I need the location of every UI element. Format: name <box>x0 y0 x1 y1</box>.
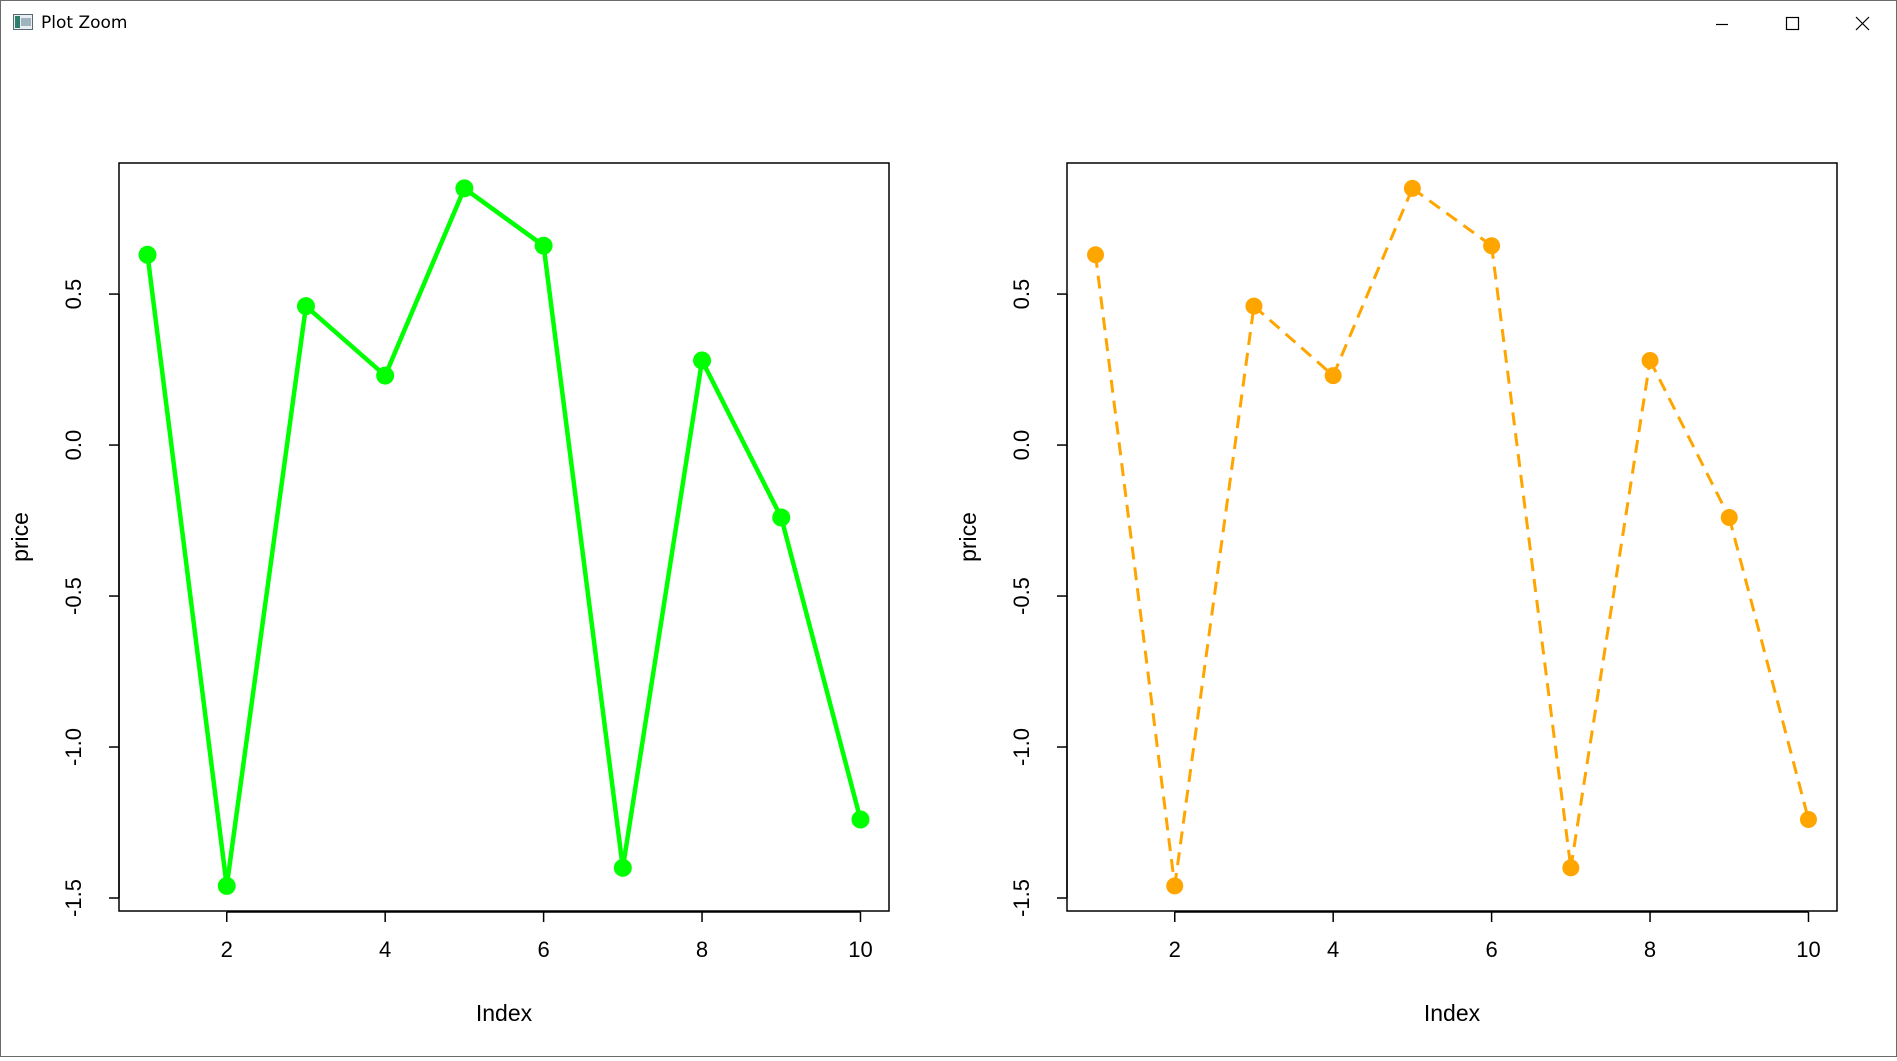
series-line-segment <box>463 186 545 248</box>
data-point <box>693 351 712 370</box>
series-line-segment <box>779 516 863 821</box>
y-tick-label: -1.5 <box>1009 879 1034 917</box>
series-line-segment <box>383 187 467 377</box>
data-point <box>455 179 474 198</box>
title-bar[interactable]: Plot Zoom <box>1 1 1896 46</box>
x-tick-label: 2 <box>221 937 233 962</box>
x-axis: 2 4 6 8 10 <box>1169 911 1821 962</box>
close-icon <box>1855 16 1870 31</box>
plots-canvas: Index price 2 4 6 8 10 -1.5 -1.0 -0.5 0.0 0.5 In… <box>7 162 1838 1026</box>
x-tick-label: 6 <box>537 937 549 962</box>
y-axis: -1.5 -1.0 -0.5 0.0 0.5 <box>1009 279 1068 917</box>
y-tick-label: -1.0 <box>61 728 86 766</box>
series-line-segment <box>224 305 309 887</box>
series-line-segment <box>1331 187 1414 377</box>
plot-panel-2: Index price 2 4 6 8 10 -1.5 -1.0 -0.5 0.0 0.5 <box>955 162 1838 1026</box>
plot-frame <box>1066 162 1838 912</box>
y-tick-label: 0.5 <box>1009 279 1034 310</box>
y-tick-label: -0.5 <box>61 577 86 615</box>
x-tick-label: 8 <box>1644 937 1656 962</box>
data-point <box>138 245 157 264</box>
data-point <box>1641 351 1659 369</box>
series-line-segment <box>304 304 387 378</box>
series-line-segment <box>1727 517 1810 820</box>
data-point <box>1403 179 1421 197</box>
y-tick-label: 0.5 <box>61 279 86 310</box>
series-line-segment <box>620 360 705 869</box>
data-point <box>534 236 553 255</box>
plot-area: Index price 2 4 6 8 10 -1.5 -1.0 -0.5 0.0 0.5 In… <box>1 46 1896 1056</box>
series-line-segment <box>1411 187 1493 247</box>
series-layer <box>1087 179 1817 895</box>
minimize-button[interactable] <box>1687 1 1757 46</box>
data-point <box>772 508 791 527</box>
data-point <box>1562 859 1580 877</box>
plot-frame <box>118 162 890 912</box>
maximize-icon <box>1785 16 1800 31</box>
data-point <box>376 366 395 385</box>
series-line-segment <box>1648 359 1731 519</box>
window-title: Plot Zoom <box>41 13 128 33</box>
data-point <box>851 810 870 829</box>
series-layer <box>138 179 870 895</box>
x-tick-label: 8 <box>696 937 708 962</box>
series-line-segment <box>1173 305 1256 887</box>
data-point <box>1087 246 1105 264</box>
series-line-segment <box>1569 360 1652 869</box>
series-line-segment <box>1252 305 1335 377</box>
data-point <box>1166 877 1184 895</box>
series-line-segment <box>1490 245 1573 869</box>
series-line-segment <box>700 359 784 519</box>
data-point <box>1245 297 1263 315</box>
minimize-icon <box>1716 23 1728 26</box>
x-axis-label: Index <box>476 1000 533 1026</box>
data-point <box>613 858 632 877</box>
y-axis-label: price <box>955 512 981 562</box>
close-button[interactable] <box>1827 1 1897 46</box>
y-axis: -1.5 -1.0 -0.5 0.0 0.5 <box>61 279 120 917</box>
x-tick-label: 10 <box>1796 937 1820 962</box>
x-tick-label: 4 <box>1327 937 1339 962</box>
maximize-button[interactable] <box>1757 1 1827 46</box>
x-tick-label: 4 <box>379 937 391 962</box>
series-line-segment <box>145 254 229 887</box>
y-tick-label: -1.0 <box>1009 728 1034 766</box>
data-point <box>1720 509 1738 527</box>
y-tick-label: -0.5 <box>1009 577 1034 615</box>
x-tick-label: 2 <box>1169 937 1181 962</box>
data-point <box>1324 367 1342 385</box>
data-point <box>296 297 315 316</box>
x-tick-label: 6 <box>1485 937 1497 962</box>
data-point <box>1799 811 1817 829</box>
data-point <box>217 876 236 895</box>
data-point <box>1483 237 1501 255</box>
y-tick-label: 0.0 <box>61 430 86 461</box>
app-icon <box>13 14 33 30</box>
x-tick-label: 10 <box>848 937 872 962</box>
x-axis: 2 4 6 8 10 <box>221 911 873 962</box>
series-line-segment <box>1094 254 1177 887</box>
plot-panel-1: Index price 2 4 6 8 10 -1.5 -1.0 -0.5 0.0 0.5 <box>7 162 890 1026</box>
y-tick-label: -1.5 <box>61 879 86 917</box>
y-axis-label: price <box>7 512 33 562</box>
y-tick-label: 0.0 <box>1009 430 1034 461</box>
x-axis-label: Index <box>1424 1000 1481 1026</box>
series-line-segment <box>541 245 626 869</box>
